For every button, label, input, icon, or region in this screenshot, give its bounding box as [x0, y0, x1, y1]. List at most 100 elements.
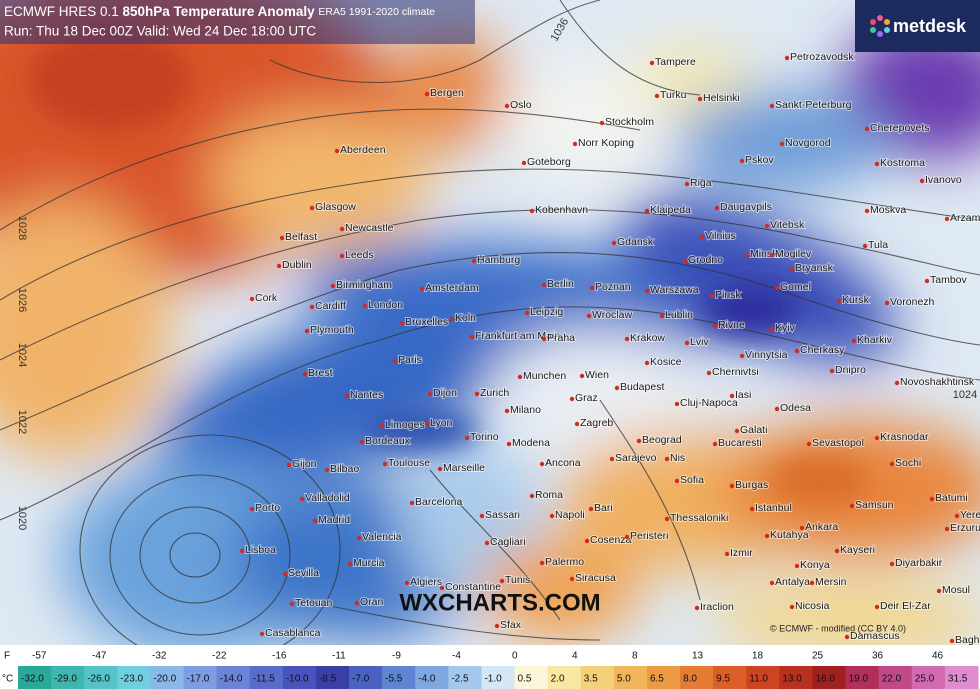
legend-cell	[713, 666, 747, 689]
f-label: -47	[92, 651, 107, 662]
city-dot	[569, 576, 575, 582]
city-dot	[339, 226, 345, 232]
city-dot	[844, 634, 850, 640]
city-label: Sochi	[895, 457, 921, 469]
city-label: Diyarbakir	[895, 557, 943, 569]
city-dot	[834, 548, 840, 554]
city-dot	[356, 535, 362, 541]
city: Kayseri	[834, 543, 876, 557]
city-dot	[836, 298, 842, 304]
city-label: Arzamas	[950, 212, 980, 224]
city-dot	[504, 103, 510, 109]
city: Vilnius	[699, 229, 737, 243]
city: Deir El-Zar	[874, 599, 932, 613]
city: Poznan	[589, 280, 632, 294]
city: Kursk	[836, 293, 871, 307]
city: Praha	[541, 331, 576, 345]
city: Odesa	[774, 401, 812, 415]
city-dot	[382, 461, 388, 467]
city-dot	[744, 252, 750, 258]
city: Berlin	[541, 277, 575, 291]
city-dot	[954, 513, 960, 519]
city: Wien	[579, 368, 610, 382]
city-label: Bruxelles	[405, 316, 448, 328]
city: Casablanca	[259, 626, 322, 640]
city-label: Krakow	[630, 332, 665, 344]
city-label: Siracusa	[575, 572, 616, 584]
legend-cell	[315, 666, 350, 689]
city-dot	[697, 96, 703, 102]
city: Roma	[529, 488, 564, 502]
city: Nicosia	[789, 599, 831, 613]
city-dot	[944, 526, 950, 532]
city: Cherepovets	[864, 121, 931, 135]
legend-cell	[18, 666, 52, 689]
isobar-label: 1022	[16, 410, 28, 434]
city-label: Samsun	[855, 499, 894, 511]
city-dot	[471, 258, 477, 264]
c-unit: °C	[2, 674, 13, 685]
f-label: -16	[272, 651, 287, 662]
city-label: Warszawa	[650, 284, 699, 296]
city-dot	[874, 435, 880, 441]
city: Bryansk	[789, 261, 835, 275]
legend-cell	[150, 666, 185, 689]
legend-cell	[349, 666, 383, 689]
city-dot	[949, 638, 955, 644]
city-label: Kharkiv	[857, 334, 893, 346]
watermark: WXCHARTS.COM	[399, 589, 600, 616]
city: Zagreb	[574, 416, 614, 430]
city-label: Sevilla	[288, 567, 319, 579]
city-dot	[769, 326, 775, 332]
c-label: 0.5	[518, 674, 532, 685]
city: Gdansk	[611, 235, 655, 249]
city-label: Pskov	[745, 154, 774, 166]
city-dot	[409, 500, 415, 506]
city: Bruxelles	[399, 315, 449, 329]
city-label: Frankfurt am Main	[475, 330, 560, 342]
city-label: Marseille	[443, 462, 485, 474]
c-label: 19.0	[849, 674, 869, 685]
f-label: 25	[812, 651, 824, 662]
city-label: Munchen	[523, 370, 566, 382]
city-label: Oslo	[510, 99, 532, 111]
city: Limoges	[379, 418, 426, 432]
city-dot	[286, 462, 292, 468]
city-label: Petrozavodsk	[790, 51, 854, 63]
city: Kutahya	[764, 528, 810, 542]
c-label: 22.0	[882, 674, 902, 685]
city: Ankara	[799, 520, 839, 534]
city-label: Torino	[470, 431, 499, 443]
brand: metdesk	[893, 16, 967, 36]
city-dot	[864, 208, 870, 214]
city-label: Istanbul	[755, 502, 792, 514]
city-dot	[309, 304, 315, 310]
city-label: Koln	[455, 312, 476, 324]
city: Bordeaux	[359, 434, 412, 448]
city: Erzurum	[944, 521, 980, 535]
city-label: Valencia	[362, 531, 402, 543]
city-dot	[302, 371, 308, 377]
city-dot	[449, 316, 455, 322]
city-label: Kostroma	[880, 157, 925, 169]
city-label: Toulouse	[388, 457, 430, 469]
city: Milano	[504, 403, 542, 417]
city: Oran	[354, 595, 385, 609]
city-dot	[347, 561, 353, 567]
city-dot	[521, 160, 527, 166]
city-dot	[682, 258, 688, 264]
city-dot	[794, 563, 800, 569]
c-label: 5.0	[617, 674, 631, 685]
city-label: Iasi	[735, 389, 751, 401]
c-label: -17.0	[187, 674, 210, 685]
city-dot	[684, 181, 690, 187]
city: Siracusa	[569, 571, 617, 585]
city: Brest	[302, 366, 334, 380]
city-dot	[774, 406, 780, 412]
city-dot	[569, 396, 575, 402]
city-label: Nantes	[350, 389, 383, 401]
city-dot	[249, 296, 255, 302]
city-dot	[584, 538, 590, 544]
c-label: -4.0	[418, 674, 436, 685]
